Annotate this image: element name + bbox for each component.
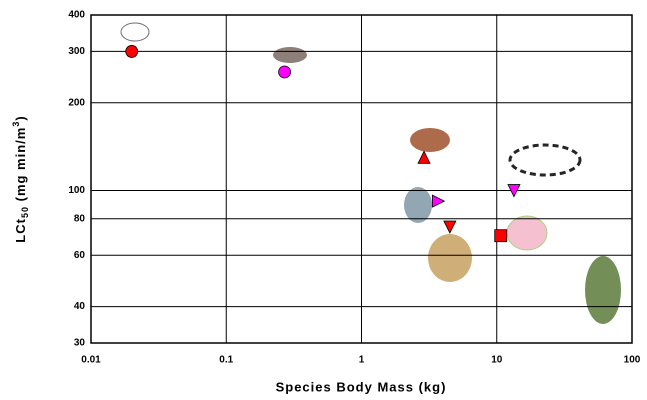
y-label-sub: 50: [20, 206, 30, 218]
y-tick-label: 60: [74, 250, 86, 261]
point: [444, 221, 456, 233]
x-tick-label: 1: [359, 355, 365, 366]
x-tick-label: 100: [624, 355, 641, 366]
y-tick-label: 100: [68, 185, 85, 196]
x-tick-label: 10: [491, 355, 503, 366]
y-label-end: ): [13, 115, 28, 120]
point: [418, 151, 430, 163]
animal-art: [121, 23, 621, 324]
y-label-mid: (mg min/m: [13, 127, 28, 206]
y-tick-label: 400: [68, 10, 85, 21]
x-tick-label: 0.01: [81, 355, 101, 366]
point: [432, 195, 444, 207]
point: [279, 66, 291, 78]
x-axis-label: Species Body Mass (kg): [276, 379, 447, 394]
chart: Species Body Mass (kg) LCt50 (mg min/m3)…: [0, 0, 647, 400]
y-tick-label: 30: [74, 338, 86, 349]
y-tick-label: 80: [74, 213, 86, 224]
y-tick-label: 40: [74, 301, 86, 312]
y-label-main: LCt: [13, 218, 28, 243]
x-tick-label: 0.1: [219, 355, 233, 366]
y-tick-label: 200: [68, 97, 85, 108]
point: [495, 230, 507, 242]
point: [126, 45, 138, 57]
y-axis-label: LCt50 (mg min/m3): [11, 115, 30, 242]
y-tick-label: 300: [68, 46, 85, 57]
